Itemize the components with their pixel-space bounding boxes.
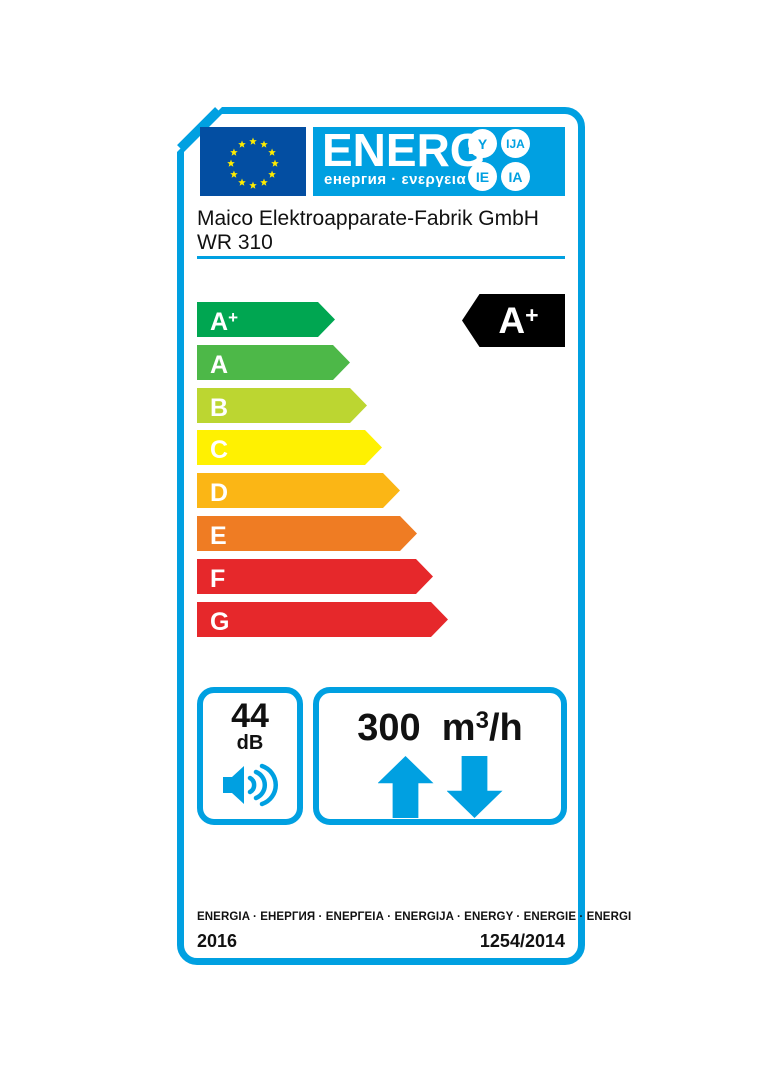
noise-value: 44 — [231, 697, 269, 735]
scale-bar-label: A — [210, 350, 229, 379]
scale-bar-a-plus: A+ — [197, 302, 335, 337]
energ-logo-subtitle: енергия · ενεργεια — [324, 171, 467, 188]
model-identifier: WR 310 — [197, 231, 273, 254]
airflow-value: 300 m3/h — [357, 707, 523, 749]
scale-bar-label: F — [210, 564, 226, 593]
noise-level-box: 44 dB — [197, 687, 303, 825]
scale-bar-label: E — [210, 521, 227, 550]
energ-logo-text: ENERG — [322, 124, 486, 176]
airflow-box: 300 m3/h — [313, 687, 567, 825]
selected-rating-badge: A+ — [462, 294, 565, 347]
arrow-up-icon — [377, 756, 434, 818]
scale-bar-c: C — [197, 430, 382, 465]
scale-bar-label: B — [210, 393, 229, 422]
energ-circle-ija: IJA — [501, 129, 530, 158]
scale-bar-label: D — [210, 478, 229, 507]
divider-line — [197, 256, 565, 259]
energ-circle-ia: IA — [501, 162, 530, 191]
scale-bar-b: B — [197, 388, 367, 423]
supplier-name: Maico Elektroapparate-Fabrik GmbH — [197, 207, 539, 230]
scale-bar-f: F — [197, 559, 433, 594]
airflow-unit: m3/h — [441, 707, 523, 749]
airflow-arrows — [319, 756, 561, 818]
scale-bar-label: C — [210, 435, 229, 464]
footer-regulation: 1254/2014 — [479, 931, 565, 951]
selected-rating-label: A+ — [498, 299, 539, 341]
speaker-icon — [223, 763, 278, 807]
scale-bar-e: E — [197, 516, 417, 551]
scale-bar-g: G — [197, 602, 448, 637]
footer-row: 2016 1254/2014 — [197, 931, 565, 952]
eu-flag-icon — [200, 127, 306, 196]
corner-fold-icon — [170, 100, 222, 152]
scale-bar-a: A — [197, 345, 350, 380]
scale-bar-d: D — [197, 473, 400, 508]
scale-bar-label: G — [210, 607, 230, 636]
arrow-down-icon — [446, 756, 503, 818]
energ-logo: ENERG енергия · ενεργεια Y IJA IE IA — [313, 124, 565, 196]
label-frame: ENERG енергия · ενεργεια Y IJA IE IA Mai… — [170, 100, 632, 965]
energ-circle-ie: IE — [468, 162, 497, 191]
footer-energy-languages: ENERGIA · ЕНЕРГИЯ · ΕΝΕΡΓΕΙΑ · ENERGIJA … — [197, 911, 632, 923]
footer-year: 2016 — [197, 931, 238, 951]
noise-unit: dB — [236, 732, 264, 754]
scale-bar-label: A+ — [210, 307, 238, 336]
energ-circle-y: Y — [468, 129, 497, 158]
